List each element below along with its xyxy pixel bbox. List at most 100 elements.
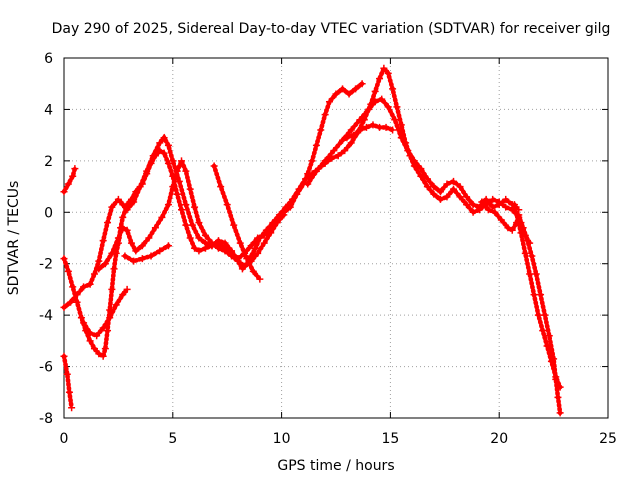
data-point — [182, 201, 190, 209]
data-point — [362, 123, 370, 131]
data-point — [517, 229, 525, 237]
y-tick-label: 0 — [44, 205, 53, 221]
data-point — [178, 206, 186, 214]
data-point — [99, 237, 107, 245]
data-point — [304, 180, 312, 188]
x-tick-label: 0 — [60, 431, 69, 447]
data-point — [541, 311, 549, 319]
data-point — [108, 285, 116, 293]
data-point — [404, 147, 412, 155]
data-point — [352, 85, 360, 93]
data-point — [151, 224, 159, 232]
data-point — [164, 141, 172, 149]
data-point — [443, 193, 451, 201]
data-point — [321, 111, 329, 119]
data-point — [254, 249, 262, 257]
data-point — [201, 244, 209, 252]
y-tick-label: -2 — [39, 257, 53, 273]
y-tick-label: -4 — [39, 308, 53, 324]
data-point — [510, 201, 518, 209]
data-point — [123, 226, 131, 234]
data-point — [391, 116, 399, 124]
data-point — [130, 257, 138, 265]
data-point — [182, 221, 190, 229]
data-point — [247, 242, 255, 250]
data-point — [417, 165, 425, 173]
data-point — [60, 188, 68, 196]
data-point — [341, 147, 349, 155]
x-tick-label: 5 — [168, 431, 177, 447]
data-point — [127, 195, 135, 203]
series-line — [82, 288, 129, 337]
data-point — [343, 134, 351, 142]
data-point — [325, 98, 333, 106]
data-point — [230, 221, 238, 229]
data-point — [243, 255, 251, 263]
data-point — [450, 177, 458, 185]
data-point — [201, 231, 209, 239]
data-point — [369, 121, 377, 129]
series-trace-7 — [121, 242, 172, 265]
series-trace-8 — [210, 162, 264, 283]
data-point — [188, 221, 196, 229]
data-point — [260, 239, 268, 247]
data-point — [195, 247, 203, 255]
data-point — [67, 298, 75, 306]
y-tick-label: 4 — [44, 102, 53, 118]
data-point — [186, 185, 194, 193]
data-point — [347, 139, 355, 147]
data-point — [547, 357, 555, 365]
data-point — [182, 167, 190, 175]
data-point — [273, 219, 281, 227]
data-point — [463, 201, 471, 209]
data-point — [138, 242, 146, 250]
data-point — [378, 95, 386, 103]
data-point — [423, 183, 431, 191]
data-point — [334, 152, 342, 160]
data-point — [497, 216, 505, 224]
data-point — [262, 226, 270, 234]
data-point — [302, 175, 310, 183]
data-point — [537, 291, 545, 299]
data-point — [63, 370, 71, 378]
data-point — [80, 319, 88, 327]
data-point — [384, 103, 392, 111]
data-point — [556, 409, 564, 417]
x-tick-label: 25 — [599, 431, 617, 447]
data-point — [312, 167, 320, 175]
data-point — [101, 345, 109, 353]
data-point — [119, 213, 127, 221]
data-point — [382, 123, 390, 131]
data-point — [164, 159, 172, 167]
data-point — [119, 291, 127, 299]
data-point — [397, 134, 405, 142]
data-point — [104, 327, 112, 335]
data-point — [526, 270, 534, 278]
data-point — [539, 327, 547, 335]
data-point — [132, 188, 140, 196]
data-point — [376, 75, 384, 83]
data-point — [86, 280, 94, 288]
data-point — [160, 149, 168, 157]
data-point — [99, 324, 107, 332]
series-line — [62, 167, 77, 193]
data-point — [556, 383, 564, 391]
data-point — [127, 239, 135, 247]
data-point — [210, 162, 218, 170]
data-point — [469, 208, 477, 216]
data-point — [217, 183, 225, 191]
data-point — [208, 239, 216, 247]
data-point — [456, 183, 464, 191]
data-point — [482, 195, 490, 203]
data-point — [234, 257, 242, 265]
data-point — [60, 255, 68, 263]
data-point — [410, 157, 418, 165]
series-line — [62, 355, 73, 409]
data-point — [114, 195, 122, 203]
data-point — [508, 226, 516, 234]
x-axis-label: GPS time / hours — [277, 458, 394, 474]
data-point — [365, 105, 373, 113]
data-point — [73, 298, 81, 306]
data-point — [347, 126, 355, 134]
